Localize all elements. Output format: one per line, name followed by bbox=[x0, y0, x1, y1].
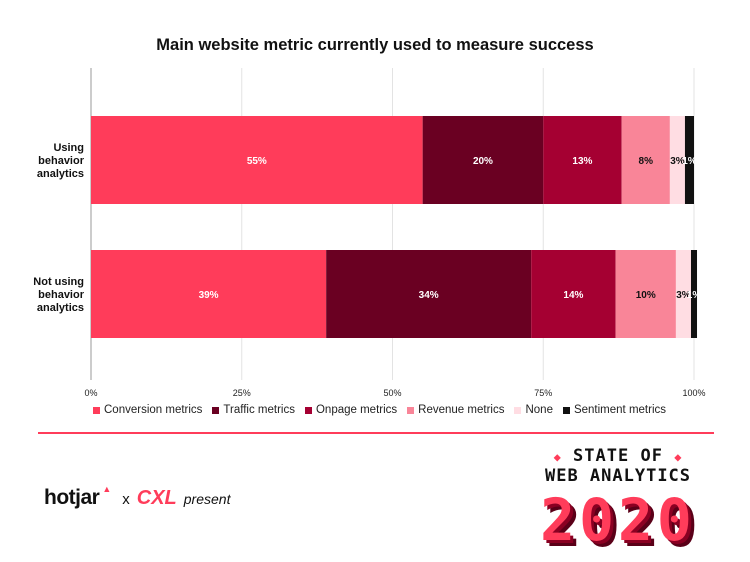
divider bbox=[38, 432, 714, 434]
category-label: Not using bbox=[33, 276, 84, 288]
bar-segment bbox=[675, 250, 691, 338]
x-tick-label: 0% bbox=[84, 388, 97, 398]
data-label: 1% bbox=[682, 156, 697, 167]
legend-item: None bbox=[514, 404, 553, 416]
chart-title: Main website metric currently used to me… bbox=[156, 36, 594, 54]
legend-swatch bbox=[304, 406, 312, 414]
data-label: 39% bbox=[199, 290, 219, 301]
badge-year: 2020 bbox=[540, 486, 696, 554]
data-label: 1% bbox=[687, 290, 702, 301]
legend-item: Traffic metrics bbox=[212, 404, 295, 416]
legend-swatch bbox=[212, 406, 220, 414]
category-label: analytics bbox=[37, 302, 84, 314]
badge-line-1-text: STATE OF bbox=[573, 446, 663, 466]
legend-label: None bbox=[525, 404, 553, 416]
present-text: present bbox=[183, 491, 231, 507]
chart-legend: Conversion metrics Traffic metrics Onpage … bbox=[93, 404, 666, 416]
bar-segment bbox=[690, 250, 698, 338]
legend-label: Onpage metrics bbox=[315, 404, 398, 416]
bar-segment bbox=[621, 116, 670, 204]
legend-swatch bbox=[562, 406, 570, 414]
x-tick-label: 75% bbox=[534, 388, 552, 398]
bar-segment bbox=[91, 250, 327, 338]
bar-segment bbox=[543, 116, 622, 204]
data-label: 20% bbox=[473, 156, 493, 167]
legend-swatch bbox=[93, 406, 100, 414]
legend-item: Revenue metrics bbox=[407, 404, 504, 416]
legend-swatch bbox=[407, 406, 415, 414]
legend-item: Conversion metrics bbox=[93, 404, 202, 416]
data-label: 8% bbox=[639, 156, 654, 167]
bar-segment bbox=[422, 116, 544, 204]
brand-lockup: hotjar ▲ x CXL present bbox=[44, 484, 231, 510]
badge-line-2: WEB ANALYTICS bbox=[544, 466, 692, 486]
data-label: 3% bbox=[670, 156, 685, 167]
badge-line-1: ◆ STATE OF ◆ bbox=[512, 448, 724, 466]
state-of-web-analytics-badge: ◆ STATE OF ◆ WEB ANALYTICS 2020 bbox=[512, 444, 724, 556]
flame-icon: ◆ bbox=[553, 450, 562, 464]
bar-segment bbox=[615, 250, 676, 338]
data-label: 55% bbox=[247, 156, 267, 167]
legend-swatch bbox=[514, 406, 522, 414]
bar-segment bbox=[531, 250, 616, 338]
x-tick-label: 100% bbox=[682, 388, 705, 398]
data-label: 13% bbox=[572, 156, 592, 167]
data-label: 14% bbox=[563, 290, 583, 301]
data-label: 34% bbox=[419, 290, 439, 301]
legend-item: Onpage metrics bbox=[304, 404, 398, 416]
cxl-logo: CXL bbox=[136, 487, 177, 509]
data-label: 10% bbox=[636, 290, 656, 301]
category-label: behavior bbox=[38, 155, 85, 167]
legend-label: Revenue metrics bbox=[418, 404, 505, 416]
x-tick-label: 50% bbox=[383, 388, 401, 398]
bar-segment bbox=[684, 116, 694, 204]
legend-label: Sentiment metrics bbox=[573, 404, 666, 416]
category-label: analytics bbox=[37, 168, 84, 180]
bar-segment bbox=[326, 250, 532, 338]
brand-separator: x bbox=[122, 491, 130, 508]
legend-item: Sentiment metrics bbox=[562, 404, 666, 416]
hotjar-logo: hotjar bbox=[44, 486, 100, 509]
legend-label: Traffic metrics bbox=[223, 404, 295, 416]
category-label: Using bbox=[53, 142, 84, 154]
x-tick-label: 25% bbox=[233, 388, 251, 398]
flame-icon: ◆ bbox=[674, 450, 683, 464]
bar-segment bbox=[91, 116, 423, 204]
legend-label: Conversion metrics bbox=[104, 404, 203, 416]
data-label: 3% bbox=[676, 290, 691, 301]
category-label: behavior bbox=[38, 289, 85, 301]
flame-icon: ▲ bbox=[102, 484, 112, 494]
bar-segment bbox=[669, 116, 685, 204]
stacked-bar-chart: 0% 25% 50% 75% 100%55% 20% 13% 8% 3%1%Usingbehav… bbox=[33, 68, 706, 398]
